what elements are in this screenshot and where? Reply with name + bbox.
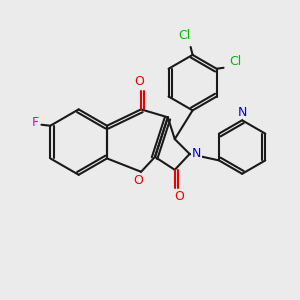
Text: N: N — [192, 148, 201, 160]
Text: O: O — [174, 190, 184, 203]
Text: F: F — [32, 116, 39, 129]
Text: O: O — [134, 75, 144, 88]
Text: Cl: Cl — [229, 55, 242, 68]
Text: N: N — [238, 106, 247, 119]
Text: O: O — [133, 174, 143, 187]
Text: Cl: Cl — [178, 28, 191, 42]
